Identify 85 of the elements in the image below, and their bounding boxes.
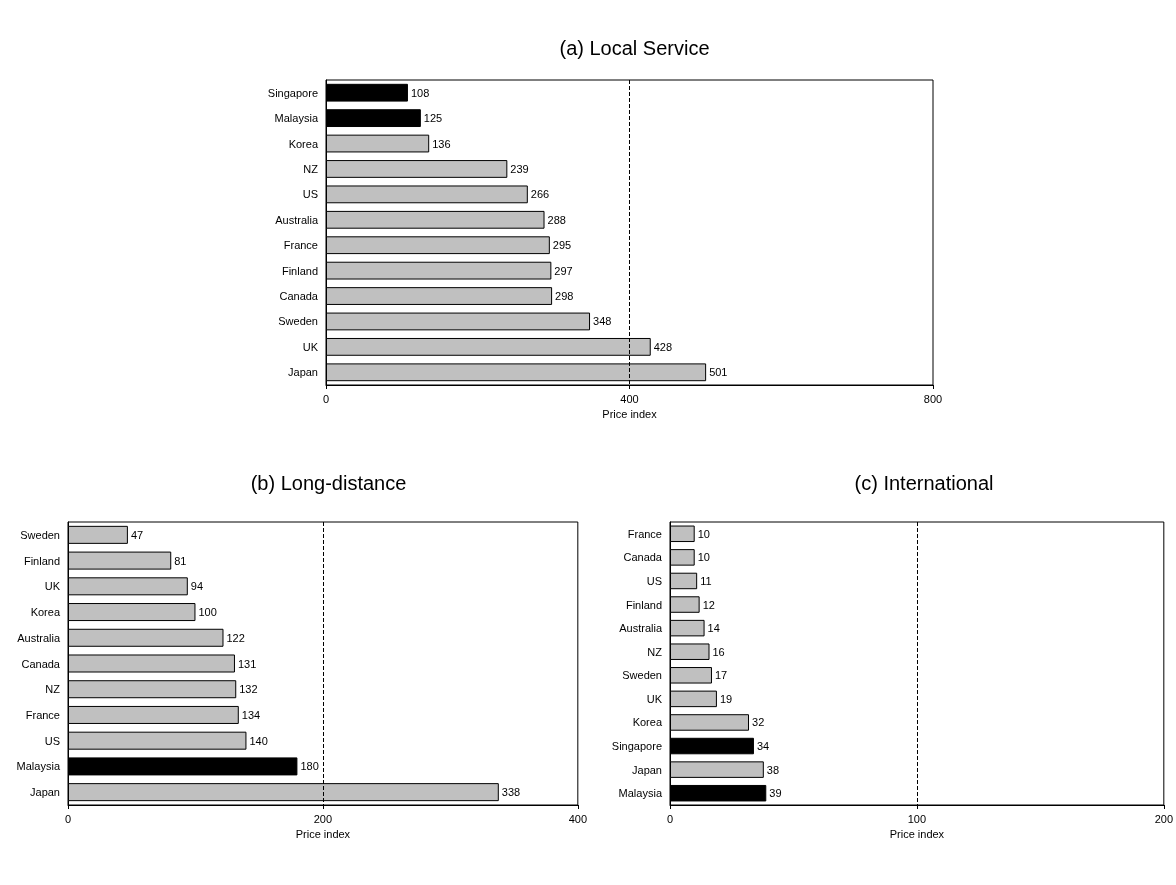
y-tick-label: France [283, 239, 318, 252]
data-label: 140 [249, 734, 268, 747]
chart-title: (b) Long-distance [250, 472, 407, 494]
data-label: 12 [702, 598, 715, 611]
y-tick-label: NZ [647, 645, 663, 658]
y-tick-label: Sweden [278, 315, 318, 328]
x-axis-title: Price index [889, 828, 945, 841]
data-label: 132 [239, 683, 258, 696]
data-label: 122 [226, 631, 245, 644]
data-label: 288 [547, 213, 566, 226]
data-label: 19 [719, 692, 733, 705]
y-tick-label: Singapore [611, 740, 662, 753]
y-tick-label: Japan [30, 786, 60, 799]
x-tick-label: 0 [322, 392, 330, 405]
y-tick-label: France [25, 708, 60, 721]
data-label: 266 [530, 188, 550, 201]
data-label: 10 [697, 527, 710, 540]
y-tick-label: Japan [288, 366, 318, 379]
x-tick-label: 0 [64, 812, 72, 825]
y-tick-label: Korea [30, 606, 61, 619]
data-label: 180 [300, 760, 319, 773]
y-tick-label: NZ [45, 683, 61, 696]
data-label: 338 [501, 786, 521, 799]
y-tick-label: Malaysia [16, 760, 61, 773]
y-tick-label: Sweden [20, 528, 60, 541]
data-label: 47 [130, 528, 144, 541]
data-label: 32 [752, 716, 765, 729]
y-tick-label: Australia [619, 622, 663, 635]
y-tick-label: Australia [17, 631, 61, 644]
x-tick-label: 400 [568, 812, 587, 825]
y-tick-label: Malaysia [618, 787, 663, 800]
data-label: 298 [555, 290, 574, 303]
y-tick-label: UK [302, 340, 319, 353]
data-label: 11 [700, 574, 712, 587]
y-tick-label: US [302, 188, 318, 201]
data-label: 16 [712, 645, 725, 658]
y-tick-label: Finland [625, 598, 662, 611]
x-tick-label: 400 [620, 392, 639, 405]
data-label: 136 [432, 137, 451, 150]
y-tick-label: Malaysia [274, 112, 319, 125]
x-tick-label: 0 [666, 812, 674, 825]
x-axis-title: Price index [295, 828, 351, 841]
y-tick-label: Finland [281, 264, 318, 277]
y-tick-label: Korea [288, 137, 319, 150]
data-label: 39 [769, 787, 782, 800]
data-label: 134 [241, 708, 261, 721]
chart-title: (c) International [854, 472, 994, 494]
data-label: 81 [174, 554, 187, 567]
data-label: 295 [552, 239, 572, 252]
data-label: 348 [593, 315, 612, 328]
y-tick-label: UK [44, 580, 61, 593]
data-label: 10 [697, 551, 710, 564]
data-label: 297 [554, 264, 573, 277]
y-tick-label: Canada [279, 290, 319, 303]
data-label: 239 [510, 162, 529, 175]
y-tick-label: Sweden [622, 669, 662, 682]
data-label: 17 [714, 669, 728, 682]
y-tick-label: Finland [23, 554, 60, 567]
x-tick-label: 100 [907, 812, 927, 825]
y-tick-label: Korea [632, 716, 663, 729]
x-tick-label: 200 [1154, 812, 1173, 825]
y-tick-label: UK [646, 692, 663, 705]
y-tick-label: Canada [623, 551, 663, 564]
data-label: 131 [237, 657, 257, 670]
y-tick-label: Australia [275, 213, 319, 226]
x-axis-title: Price index [602, 408, 658, 421]
chart-title: (a) Local Service [559, 37, 710, 59]
y-tick-label: Japan [632, 763, 662, 776]
data-label: 428 [653, 340, 673, 353]
data-label: 38 [766, 763, 780, 776]
y-tick-label: Singapore [267, 86, 318, 99]
data-label: 94 [190, 580, 204, 593]
data-label: 501 [709, 366, 728, 379]
y-tick-label: Canada [21, 657, 61, 670]
x-tick-label: 800 [923, 392, 943, 405]
data-label: 14 [707, 622, 720, 635]
y-tick-label: US [44, 734, 60, 747]
y-tick-label: France [627, 527, 662, 540]
data-label: 100 [198, 606, 217, 619]
data-label: 108 [410, 86, 430, 99]
y-tick-label: US [646, 574, 662, 587]
data-label: 125 [423, 112, 443, 125]
x-tick-label: 200 [313, 812, 333, 825]
y-tick-label: NZ [303, 162, 319, 175]
data-label: 34 [756, 740, 770, 753]
